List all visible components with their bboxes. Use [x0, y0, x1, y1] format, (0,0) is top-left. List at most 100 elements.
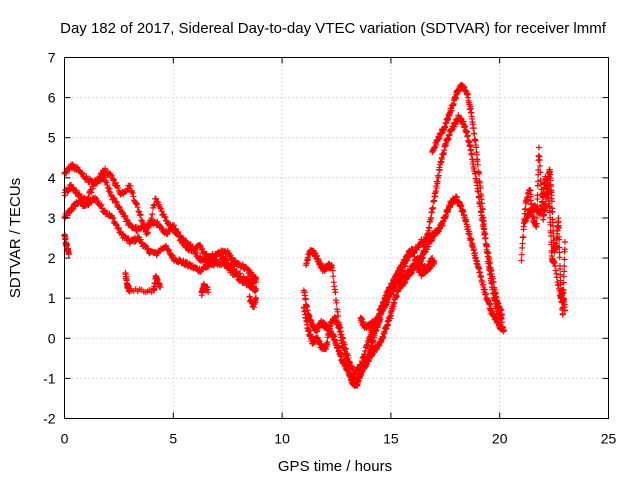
data-point: [102, 207, 109, 214]
data-point: [107, 172, 114, 179]
data-point: [498, 319, 505, 326]
data-point: [330, 273, 337, 280]
data-point: [472, 250, 479, 257]
data-point: [337, 324, 344, 331]
data-point: [102, 165, 109, 172]
data-point: [435, 172, 442, 179]
data-point: [333, 299, 340, 306]
x-tick-label: 20: [492, 431, 508, 447]
data-point: [561, 239, 568, 246]
data-point: [157, 205, 164, 212]
data-point: [158, 208, 165, 215]
data-point: [556, 254, 563, 261]
data-point: [134, 204, 141, 211]
data-point: [179, 234, 186, 241]
data-point: [85, 193, 92, 200]
data-point: [536, 162, 543, 169]
data-point: [106, 185, 113, 192]
data-point: [189, 243, 196, 250]
data-point: [387, 315, 394, 322]
data-point: [433, 185, 440, 192]
data-point: [482, 234, 489, 241]
y-tick-label: 2: [48, 250, 56, 266]
data-point: [252, 287, 259, 294]
data-point: [522, 205, 529, 212]
data-point: [165, 246, 172, 253]
data-point: [98, 201, 105, 208]
data-point: [329, 267, 336, 274]
y-tick-label: 7: [48, 50, 56, 66]
data-point: [129, 190, 136, 197]
series-track-10: [429, 81, 505, 326]
data-point: [149, 211, 156, 218]
data-point: [339, 334, 346, 341]
data-point: [340, 335, 347, 342]
data-point: [229, 254, 236, 261]
data-point: [110, 215, 117, 222]
data-point: [337, 328, 344, 335]
data-point: [100, 174, 107, 181]
data-point: [88, 189, 95, 196]
data-point: [110, 176, 117, 183]
x-tick-label: 10: [274, 431, 290, 447]
x-axis-label: GPS time / hours: [278, 458, 392, 475]
data-point: [137, 211, 144, 218]
data-point: [448, 107, 455, 114]
data-point: [157, 284, 164, 291]
data-point: [122, 212, 129, 219]
data-point: [89, 185, 96, 192]
x-tick-label: 15: [383, 431, 399, 447]
data-point: [83, 200, 90, 207]
data-point: [206, 260, 213, 267]
data-point: [436, 167, 443, 174]
data-point: [402, 263, 409, 270]
data-point: [548, 241, 555, 248]
data-point: [115, 225, 122, 232]
data-point: [205, 289, 212, 296]
data-point: [252, 295, 259, 302]
data-point: [223, 255, 230, 262]
data-point: [163, 231, 170, 238]
data-point: [560, 290, 567, 297]
data-point: [124, 217, 131, 224]
data-point: [65, 251, 72, 258]
series-track-5: [300, 230, 438, 386]
y-tick-label: 4: [48, 170, 56, 186]
data-point: [534, 192, 541, 199]
data-point: [252, 275, 259, 282]
data-point: [190, 246, 197, 253]
data-point: [468, 236, 475, 243]
data-point: [481, 220, 488, 227]
data-point: [470, 158, 477, 165]
x-tick-label: 5: [169, 431, 177, 447]
data-point: [533, 220, 540, 227]
data-point: [501, 327, 508, 334]
data-point: [171, 255, 178, 262]
data-point: [537, 169, 544, 176]
data-point: [175, 228, 182, 235]
data-point: [112, 221, 119, 228]
data-point: [393, 293, 400, 300]
data-point: [127, 182, 134, 189]
data-point: [492, 298, 499, 305]
data-point: [470, 124, 477, 131]
x-tick-label: 25: [601, 431, 617, 447]
data-point: [481, 286, 488, 293]
data-point: [478, 200, 485, 207]
y-tick-label: 6: [48, 90, 56, 106]
data-point: [112, 198, 119, 205]
data-point: [115, 224, 122, 231]
data-point: [115, 184, 122, 191]
data-point: [109, 214, 116, 221]
data-point: [555, 225, 562, 232]
data-point: [520, 233, 527, 240]
data-point: [136, 212, 143, 219]
series-track-12: [520, 173, 568, 314]
data-point: [561, 268, 568, 275]
data-point: [144, 245, 151, 252]
data-point: [561, 256, 568, 263]
data-point: [342, 346, 349, 353]
data-point: [135, 208, 142, 215]
data-point: [429, 204, 436, 211]
